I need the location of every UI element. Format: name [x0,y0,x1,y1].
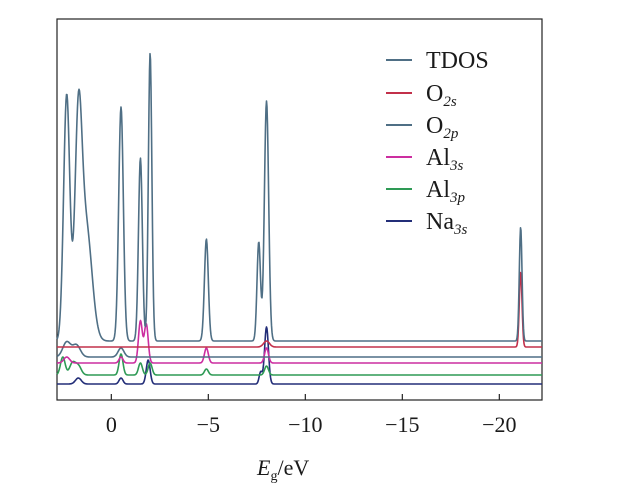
legend-label-o2s: O2s [426,81,457,110]
series-line-al3p [56,353,543,376]
legend-label-o2p: O2p [426,113,459,142]
x-ticks: 0 −5 −10 −15 −20 [106,394,517,437]
plot-frame [56,18,543,401]
legend-label-tdos: TDOS [426,48,489,74]
x-tick-label: −10 [288,412,322,437]
x-tick-label: −20 [482,412,516,437]
legend-label-al3p: Al3p [426,177,466,206]
series-line-o2s [56,271,543,348]
legend: TDOS O2s O2p Al3s Al3p Na3s [386,48,489,238]
series-lines [56,52,543,385]
legend-label-na3s: Na3s [426,209,467,238]
series-line-na3s [56,326,543,385]
series-line-al3s [56,319,543,364]
x-tick-label: −5 [197,412,220,437]
legend-label-al3s: Al3s [426,145,464,174]
series-line-o2p [56,340,543,358]
x-tick-label: 0 [106,412,117,437]
x-tick-label: −15 [385,412,419,437]
series-line-tdos [56,52,543,342]
x-axis-title: Eg/eV [256,455,309,484]
